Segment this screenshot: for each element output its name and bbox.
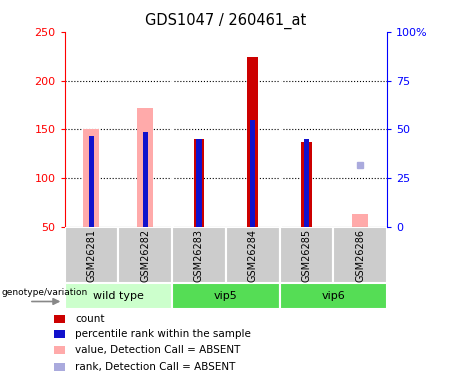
Bar [118,227,172,283]
Bar [172,227,226,283]
Title: GDS1047 / 260461_at: GDS1047 / 260461_at [145,13,307,29]
Text: rank, Detection Call = ABSENT: rank, Detection Call = ABSENT [75,362,236,372]
Bar [142,132,148,227]
Text: GSM26284: GSM26284 [248,228,258,282]
Bar [194,139,204,227]
Bar [333,227,387,283]
Bar [248,57,258,227]
Bar [226,227,280,283]
Text: vip5: vip5 [214,291,238,301]
Bar [89,136,94,227]
Text: percentile rank within the sample: percentile rank within the sample [75,329,251,339]
Text: count: count [75,314,105,324]
Bar [172,283,280,309]
Bar [83,129,100,227]
Bar [301,142,312,227]
Bar [280,283,387,309]
Text: vip6: vip6 [322,291,345,301]
Text: GSM26286: GSM26286 [355,228,366,282]
Bar [54,363,65,371]
Bar [137,108,153,227]
Bar [65,227,118,283]
Text: GSM26282: GSM26282 [140,228,150,282]
Text: value, Detection Call = ABSENT: value, Detection Call = ABSENT [75,345,241,355]
Text: GSM26283: GSM26283 [194,228,204,282]
Bar [280,227,333,283]
Bar [54,315,65,323]
Text: genotype/variation: genotype/variation [2,288,88,297]
Bar [54,346,65,354]
Bar [54,330,65,338]
Bar [65,283,172,309]
Text: wild type: wild type [93,291,144,301]
Bar [196,139,201,227]
Bar [352,214,368,227]
Text: GSM26285: GSM26285 [301,228,312,282]
Bar [304,139,309,227]
Text: GSM26281: GSM26281 [86,228,96,282]
Bar [250,120,255,227]
